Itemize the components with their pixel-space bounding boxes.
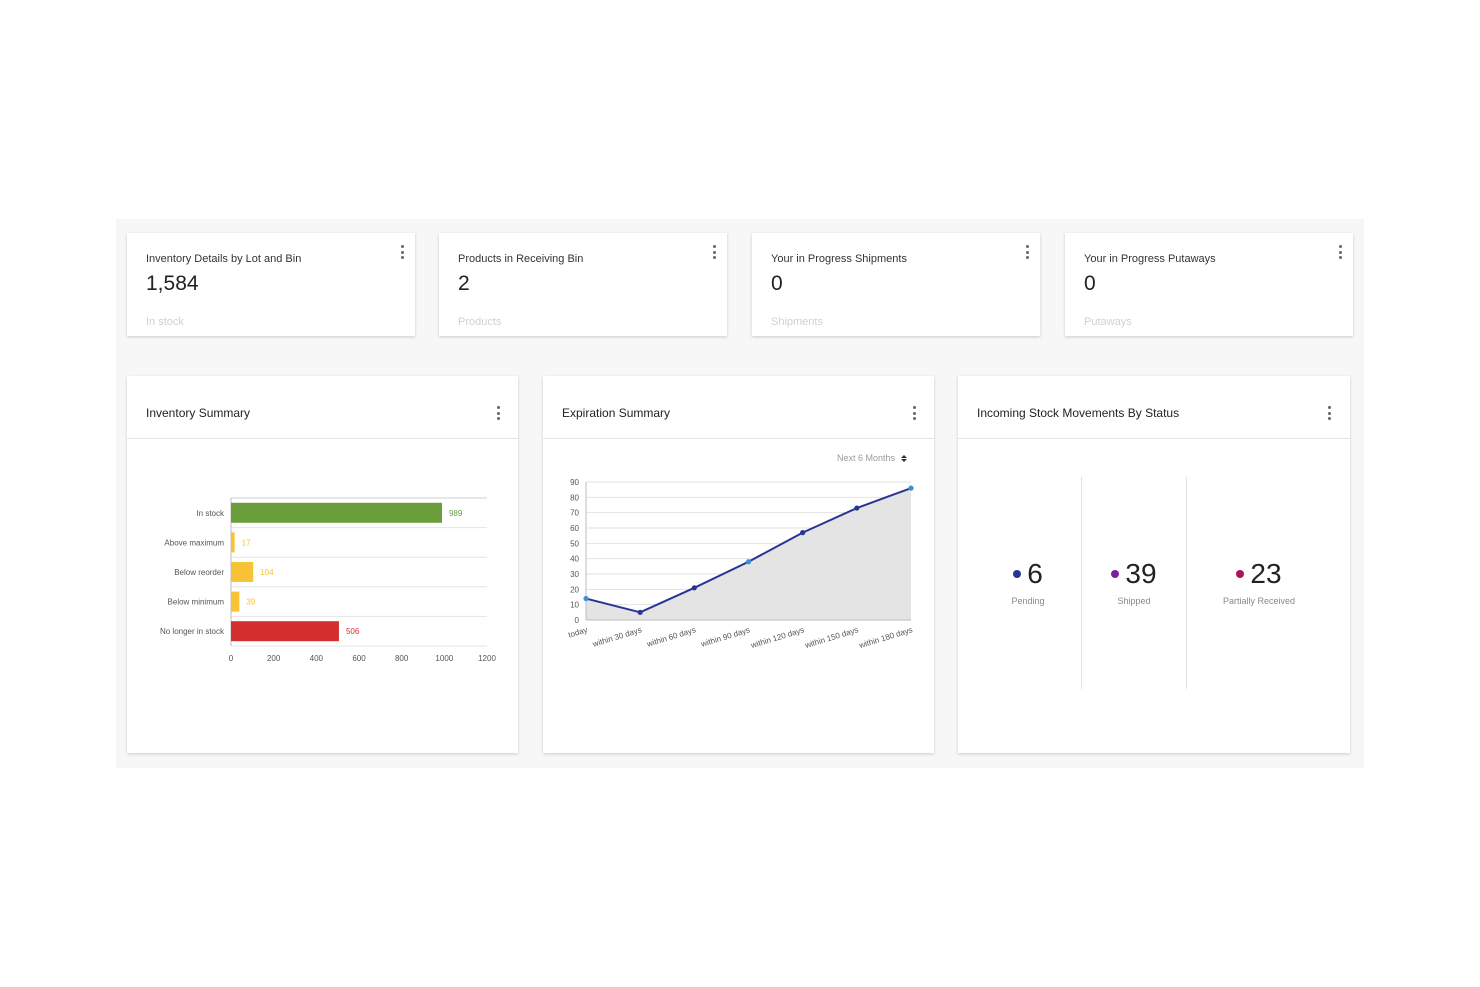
x-tick-label: within 180 days bbox=[857, 625, 913, 650]
card-header: Inventory Summary bbox=[127, 376, 518, 439]
data-point bbox=[854, 505, 860, 511]
data-point bbox=[800, 530, 806, 536]
bar bbox=[231, 532, 235, 553]
card-title: Incoming Stock Movements By Status bbox=[977, 406, 1180, 420]
bar-data-label: 104 bbox=[260, 568, 274, 577]
x-tick-label: 400 bbox=[310, 654, 324, 663]
y-tick-label: 40 bbox=[570, 555, 579, 564]
x-tick-label: 800 bbox=[395, 654, 409, 663]
card-value: 1,584 bbox=[146, 272, 199, 295]
number-card-putaways[interactable]: Your in Progress Putaways 0 Putaways bbox=[1065, 233, 1353, 336]
data-point bbox=[583, 595, 589, 602]
x-tick-label: 600 bbox=[352, 654, 366, 663]
y-tick-label: 10 bbox=[570, 601, 579, 610]
data-point bbox=[908, 485, 914, 491]
inventory-summary-card: Inventory Summary In stock 989 Above maxim… bbox=[127, 376, 518, 753]
status-count: 23 bbox=[1250, 558, 1282, 589]
number-card-receiving-bin[interactable]: Products in Receiving Bin 2 Products bbox=[439, 233, 727, 336]
number-card-inventory-details[interactable]: Inventory Details by Lot and Bin 1,584 I… bbox=[127, 233, 415, 336]
y-tick-label: 30 bbox=[570, 570, 579, 579]
column-divider bbox=[1081, 477, 1082, 689]
y-tick-label: 60 bbox=[570, 524, 579, 533]
data-point bbox=[637, 609, 643, 615]
card-value: 0 bbox=[1084, 272, 1096, 295]
y-tick-label: 70 bbox=[570, 509, 579, 518]
inventory-bar-chart: In stock 989 Above maximum 17 Below reorder 1… bbox=[160, 497, 496, 663]
column-divider bbox=[1186, 477, 1187, 689]
card-title: Your in Progress Shipments bbox=[771, 253, 907, 265]
bar-data-label: 17 bbox=[242, 538, 251, 547]
more-options-icon[interactable] bbox=[1022, 245, 1032, 259]
x-tick-label: within 60 days bbox=[645, 625, 697, 649]
more-options-icon[interactable] bbox=[397, 245, 407, 259]
x-tick-label: 200 bbox=[267, 654, 281, 663]
status-dot-icon bbox=[1111, 570, 1120, 578]
card-subtitle: Shipments bbox=[771, 316, 823, 328]
card-title: Expiration Summary bbox=[562, 406, 671, 420]
number-card-shipments[interactable]: Your in Progress Shipments 0 Shipments bbox=[752, 233, 1040, 336]
status-dot-icon bbox=[1236, 570, 1245, 578]
bar-category-label: Above maximum bbox=[164, 538, 224, 547]
card-title: Your in Progress Putaways bbox=[1084, 253, 1216, 265]
status-pending[interactable]: 6 Pending bbox=[978, 558, 1078, 606]
card-subtitle: Putaways bbox=[1084, 316, 1132, 328]
bar-data-label: 39 bbox=[246, 598, 255, 607]
bar bbox=[231, 502, 442, 523]
card-title: Inventory Details by Lot and Bin bbox=[146, 253, 302, 265]
card-title: Products in Receiving Bin bbox=[458, 253, 584, 265]
y-tick-label: 90 bbox=[570, 478, 579, 487]
status-count: 6 bbox=[1027, 558, 1043, 589]
card-title: Inventory Summary bbox=[146, 406, 251, 420]
status-shipped[interactable]: 39 Shipped bbox=[1084, 558, 1184, 606]
bar-category-label: In stock bbox=[196, 509, 225, 518]
incoming-stock-card: Incoming Stock Movements By Status 6 Pen… bbox=[958, 376, 1350, 753]
status-count: 39 bbox=[1125, 558, 1157, 589]
expiration-summary-card: Expiration Summary Next 6 Months 0 10 20 30… bbox=[543, 376, 934, 753]
status-dot-icon bbox=[1013, 570, 1022, 578]
x-tick-label: within 30 days bbox=[591, 625, 643, 649]
bar-data-label: 989 bbox=[449, 509, 463, 518]
y-tick-label: 50 bbox=[570, 539, 579, 548]
y-tick-label: 20 bbox=[570, 585, 579, 594]
x-tick-label: today bbox=[567, 625, 588, 639]
more-options-icon[interactable] bbox=[909, 406, 919, 420]
x-tick-label: 1000 bbox=[435, 654, 453, 663]
sort-arrows-icon bbox=[901, 454, 907, 462]
more-options-icon[interactable] bbox=[1324, 406, 1334, 420]
more-options-icon[interactable] bbox=[493, 406, 503, 420]
period-select[interactable]: Next 6 Months bbox=[837, 453, 907, 463]
data-point bbox=[691, 585, 697, 591]
status-label: Pending bbox=[1011, 596, 1045, 606]
x-tick-label: 1200 bbox=[478, 654, 496, 663]
bar-category-label: Below minimum bbox=[168, 598, 225, 607]
period-select-value: Next 6 Months bbox=[836, 453, 895, 463]
y-tick-label: 0 bbox=[575, 616, 580, 625]
status-label: Partially Received bbox=[1222, 596, 1296, 606]
bar bbox=[231, 591, 240, 612]
status-label: Shipped bbox=[1117, 596, 1151, 606]
area-fill bbox=[586, 488, 911, 620]
card-subtitle: In stock bbox=[146, 316, 184, 328]
dashboard: Inventory Details by Lot and Bin 1,584 I… bbox=[116, 219, 1364, 768]
more-options-icon[interactable] bbox=[709, 245, 719, 259]
bar bbox=[231, 621, 339, 642]
card-value: 2 bbox=[458, 272, 470, 295]
bar-category-label: No longer in stock bbox=[160, 627, 225, 636]
card-header: Expiration Summary bbox=[543, 376, 934, 439]
bar bbox=[231, 562, 254, 582]
x-tick-label: within 150 days bbox=[803, 625, 859, 650]
x-tick-label: within 120 days bbox=[749, 625, 805, 650]
card-header: Incoming Stock Movements By Status bbox=[958, 376, 1350, 439]
card-value: 0 bbox=[771, 272, 783, 295]
card-subtitle: Products bbox=[458, 316, 502, 328]
bar-data-label: 506 bbox=[346, 627, 360, 636]
data-point bbox=[745, 559, 752, 565]
status-partially-received[interactable]: 23 Partially Received bbox=[1199, 558, 1319, 606]
more-options-icon[interactable] bbox=[1335, 245, 1345, 259]
x-tick-label: 0 bbox=[229, 654, 234, 663]
x-tick-label: within 90 days bbox=[699, 625, 751, 649]
y-tick-label: 80 bbox=[570, 493, 579, 502]
bar-category-label: Below reorder bbox=[174, 568, 224, 577]
